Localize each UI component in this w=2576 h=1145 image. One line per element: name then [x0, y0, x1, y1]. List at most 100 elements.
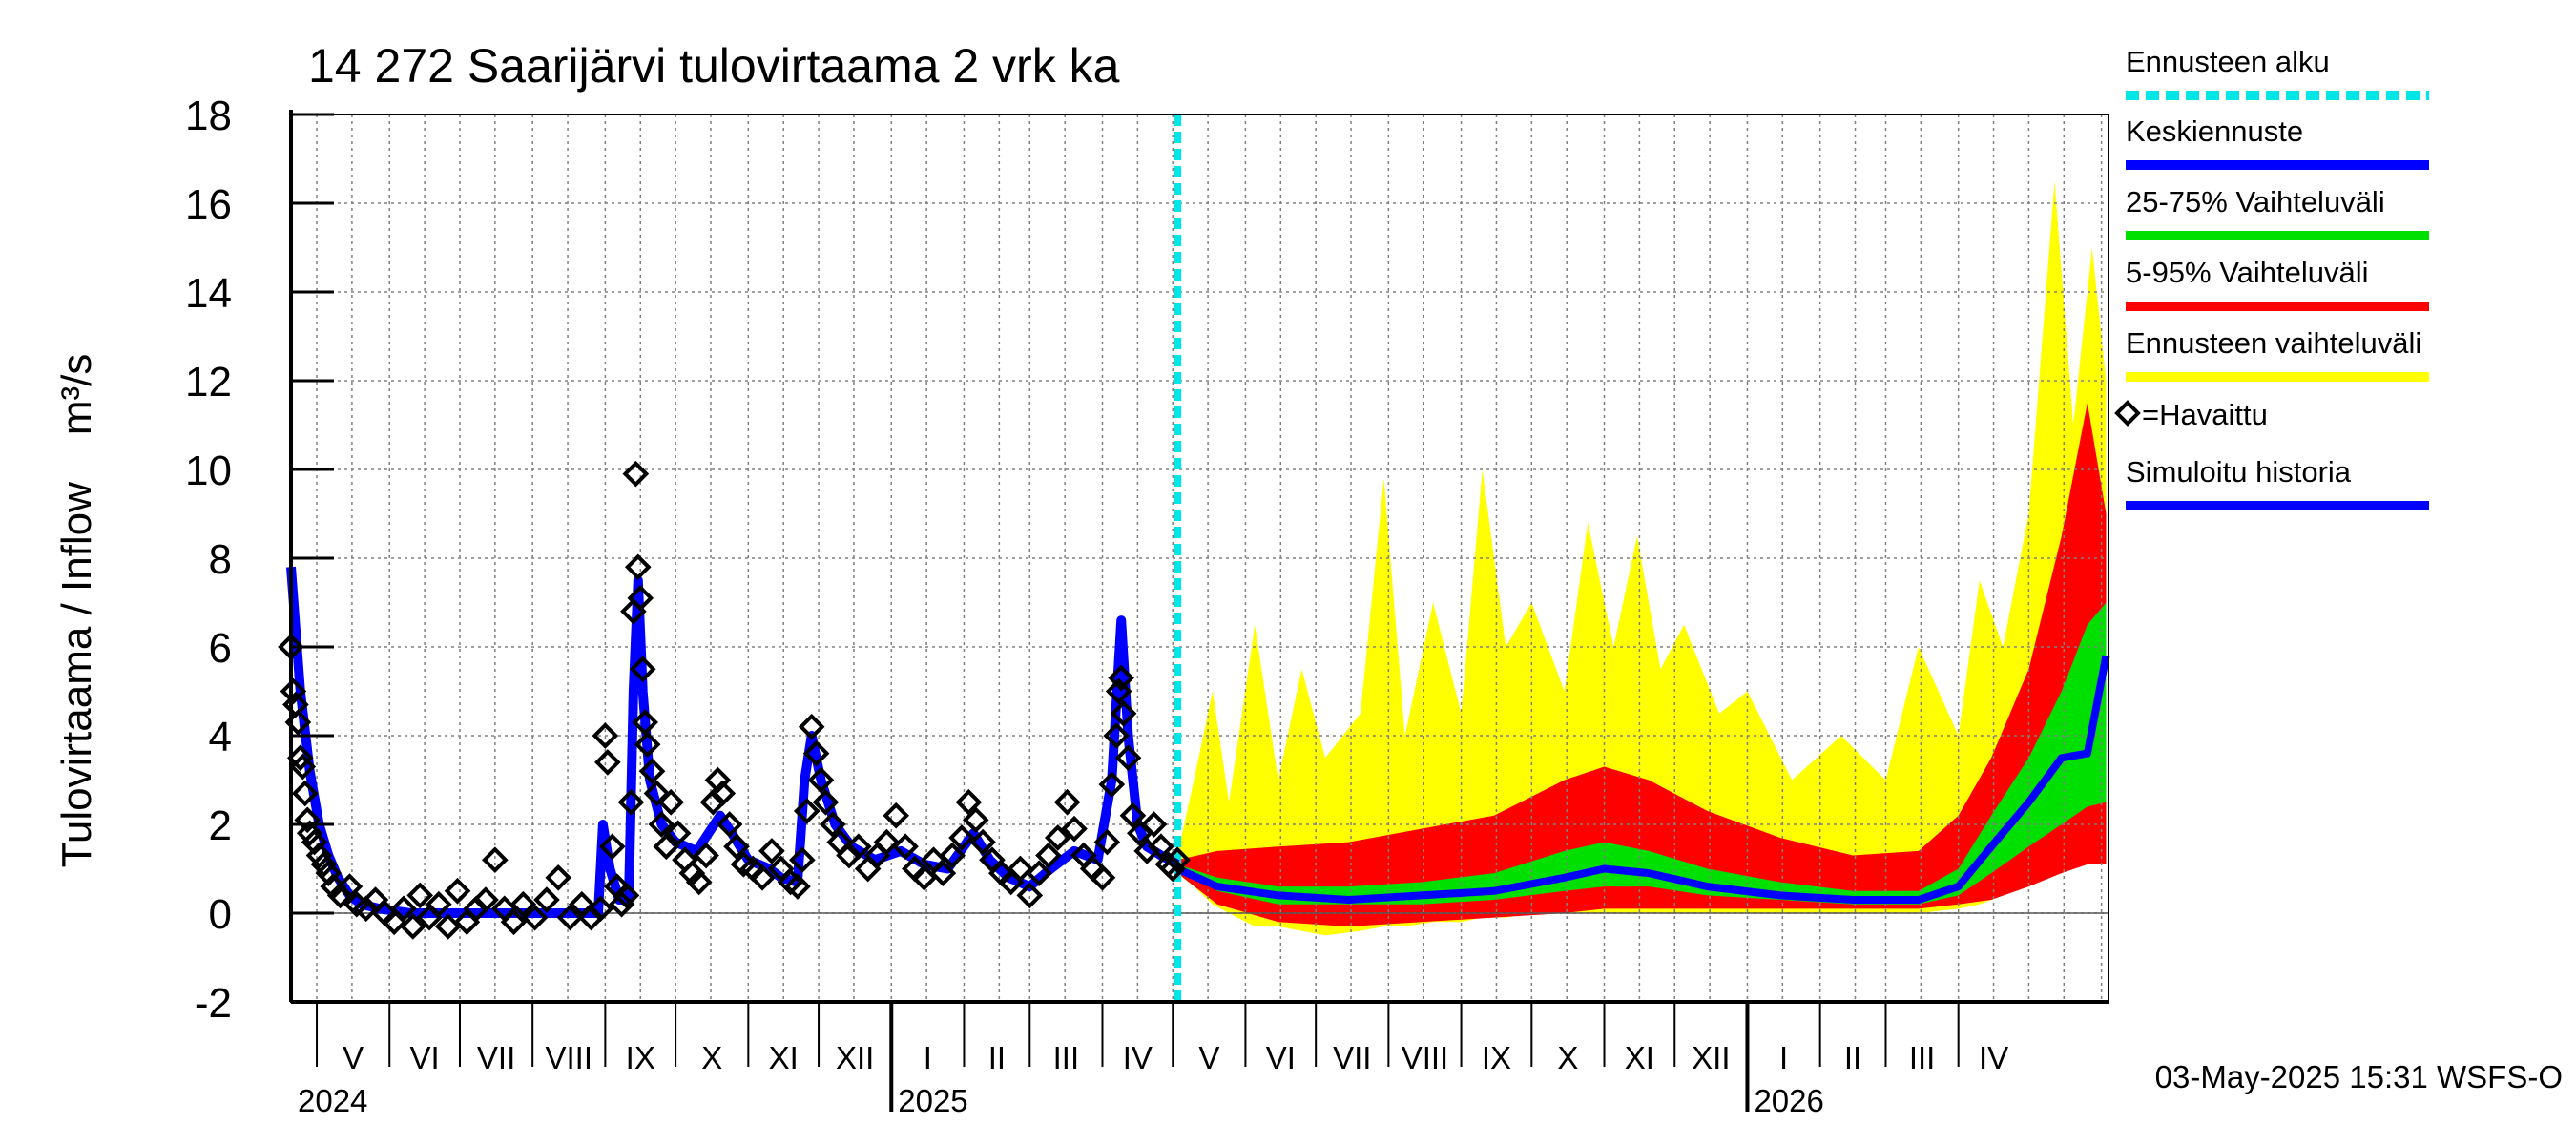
observed-point	[1119, 802, 1147, 829]
legend-label: =Havaittu	[2142, 398, 2268, 431]
observed-point	[352, 895, 380, 923]
observed-point	[1007, 855, 1034, 883]
observed-point	[577, 904, 605, 931]
observed-point	[1035, 842, 1062, 869]
chart-legend: Ennusteen alku Keskiennuste 25-75% Vaihtel…	[2114, 45, 2429, 510]
month-label: VI	[1266, 1040, 1296, 1075]
y-tick-label: 0	[209, 891, 232, 938]
y-tick-label: 4	[209, 714, 232, 760]
month-label: XII	[836, 1040, 874, 1075]
observed-point	[892, 833, 919, 861]
observed-point	[1089, 864, 1116, 891]
observed-point	[463, 895, 490, 923]
observed-point	[390, 895, 417, 923]
observed-point	[648, 811, 675, 838]
observed-point	[587, 895, 614, 923]
observed-point	[406, 882, 434, 909]
observed-point	[592, 722, 619, 749]
observed-point	[289, 753, 317, 781]
observed-point	[1016, 882, 1044, 909]
observed-point	[1140, 811, 1168, 838]
y-tick-label: 10	[185, 448, 232, 494]
month-label: XII	[1692, 1040, 1730, 1075]
observed-point	[545, 864, 572, 891]
month-label: VIII	[546, 1040, 593, 1075]
observed-point	[556, 904, 584, 931]
observed-point	[472, 886, 499, 913]
observed-point	[873, 828, 901, 856]
observed-point	[784, 873, 811, 900]
legend-label: Keskiennuste	[2126, 114, 2303, 148]
observed-point	[716, 811, 743, 838]
observed-point	[294, 806, 322, 834]
observed-point	[789, 846, 816, 874]
legend-label: Simuloitu historia	[2126, 455, 2352, 489]
timestamp-label: 03-May-2025 15:31 WSFS-O	[2155, 1059, 2563, 1094]
observed-point	[1053, 788, 1081, 816]
observed-point	[955, 788, 983, 816]
observed-point	[598, 833, 626, 861]
month-label: XI	[769, 1040, 799, 1075]
observed-point	[836, 842, 862, 869]
y-tick-label: 14	[185, 270, 232, 317]
observed-point	[1108, 664, 1134, 692]
month-label: VI	[410, 1040, 440, 1075]
observed-point	[629, 656, 656, 683]
forecast-bands	[1177, 180, 2107, 936]
y-tick-label: 16	[185, 181, 232, 228]
y-tick-label: 8	[209, 536, 232, 583]
observed-point	[883, 802, 910, 829]
observed-point	[939, 842, 966, 869]
month-label: X	[1557, 1040, 1578, 1075]
observed-point	[482, 846, 509, 874]
y-tick-label: 6	[209, 625, 232, 672]
observed-point	[807, 766, 835, 794]
observed-point	[1148, 833, 1174, 861]
month-label: V	[343, 1040, 364, 1075]
observed-point	[399, 913, 426, 940]
month-label: XI	[1625, 1040, 1654, 1075]
month-label: VII	[477, 1040, 515, 1075]
observed-point	[638, 758, 666, 785]
month-label: I	[1779, 1040, 1788, 1075]
month-label: II	[1844, 1040, 1861, 1075]
observed-point	[594, 749, 621, 776]
observed-point	[310, 851, 338, 878]
observed-point	[802, 739, 830, 767]
observed-markers	[278, 460, 1191, 940]
month-label: IV	[1979, 1040, 2008, 1075]
observed-point	[704, 766, 732, 794]
observed-point	[653, 833, 680, 861]
month-label: II	[988, 1040, 1006, 1075]
observed-point	[632, 709, 658, 736]
observed-point	[627, 585, 654, 612]
observed-point	[1110, 699, 1137, 727]
observed-point	[315, 860, 343, 886]
observed-point	[969, 828, 996, 856]
month-label: VIII	[1402, 1040, 1449, 1075]
year-label: 2026	[1754, 1083, 1823, 1118]
month-label: VII	[1333, 1040, 1371, 1075]
observed-point	[1105, 677, 1132, 705]
observed-point	[1164, 846, 1191, 874]
legend-label: 25-75% Vaihteluväli	[2126, 185, 2385, 219]
observed-point	[326, 882, 354, 909]
observed-point	[301, 828, 328, 856]
observed-point	[1159, 855, 1187, 883]
y-tick-label: 18	[185, 93, 232, 139]
observed-point	[643, 780, 671, 807]
observed-point	[521, 904, 549, 931]
observed-point	[758, 838, 785, 864]
y-tick-label: -2	[195, 980, 232, 1027]
observed-point	[685, 868, 713, 896]
observed-point	[624, 553, 652, 581]
observed-point	[291, 780, 319, 807]
observed-point	[657, 788, 685, 816]
observed-point	[296, 820, 323, 847]
month-label: IX	[626, 1040, 655, 1075]
observed-point	[617, 788, 645, 816]
observed-point	[699, 788, 727, 816]
legend-marker	[2114, 400, 2141, 427]
observed-point	[1098, 771, 1126, 798]
chart-title: 14 272 Saarijärvi tulovirtaama 2 vrk ka	[308, 39, 1120, 93]
